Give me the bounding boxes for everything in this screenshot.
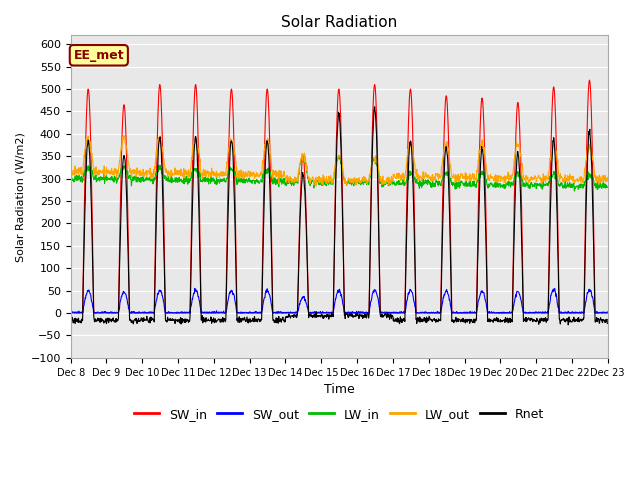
Rnet <box>493 314 500 320</box>
SW_in <box>586 77 593 83</box>
SW_out <box>541 309 548 315</box>
LW_in <box>540 181 548 187</box>
LW_out <box>186 167 194 173</box>
SW_in <box>173 310 180 316</box>
Line: SW_in: SW_in <box>70 80 607 313</box>
Line: LW_in: LW_in <box>70 156 607 191</box>
LW_in <box>604 184 611 190</box>
SW_out <box>423 310 431 315</box>
LW_in <box>493 183 500 189</box>
SW_out <box>191 286 198 291</box>
LW_out <box>246 168 254 174</box>
SW_out <box>67 310 74 315</box>
LW_out <box>67 171 74 177</box>
LW_in <box>246 179 254 185</box>
SW_out <box>71 310 79 316</box>
LW_out <box>173 168 181 173</box>
LW_out <box>541 177 548 183</box>
Rnet <box>604 321 611 326</box>
Line: LW_out: LW_out <box>70 136 607 186</box>
X-axis label: Time: Time <box>324 383 355 396</box>
SW_out <box>186 307 194 313</box>
LW_in <box>571 188 579 194</box>
SW_out <box>247 309 255 315</box>
Y-axis label: Solar Radiation (W/m2): Solar Radiation (W/m2) <box>15 132 25 262</box>
SW_out <box>493 310 501 315</box>
LW_out <box>423 172 431 178</box>
Rnet <box>540 318 548 324</box>
Rnet <box>173 317 180 323</box>
Rnet <box>246 316 254 322</box>
SW_in <box>540 310 547 316</box>
Legend: SW_in, SW_out, LW_in, LW_out, Rnet: SW_in, SW_out, LW_in, LW_out, Rnet <box>129 403 549 426</box>
Rnet <box>371 104 378 109</box>
Rnet <box>186 314 194 320</box>
Line: Rnet: Rnet <box>70 107 607 325</box>
SW_in <box>186 310 194 316</box>
Rnet <box>564 322 572 328</box>
Title: Solar Radiation: Solar Radiation <box>281 15 397 30</box>
SW_in <box>67 310 74 316</box>
SW_out <box>604 309 611 315</box>
Text: EE_met: EE_met <box>74 49 124 62</box>
LW_out <box>312 183 320 189</box>
Rnet <box>67 315 74 321</box>
LW_in <box>422 178 430 184</box>
Line: SW_out: SW_out <box>70 288 607 313</box>
LW_in <box>67 176 74 181</box>
Rnet <box>422 314 430 320</box>
SW_in <box>604 310 611 316</box>
LW_in <box>298 153 306 159</box>
SW_in <box>246 310 254 316</box>
SW_out <box>173 310 181 316</box>
SW_in <box>492 310 500 316</box>
LW_out <box>120 133 128 139</box>
SW_in <box>422 310 430 316</box>
LW_in <box>186 176 194 181</box>
LW_in <box>173 178 180 184</box>
LW_out <box>493 175 501 181</box>
LW_out <box>604 175 611 180</box>
